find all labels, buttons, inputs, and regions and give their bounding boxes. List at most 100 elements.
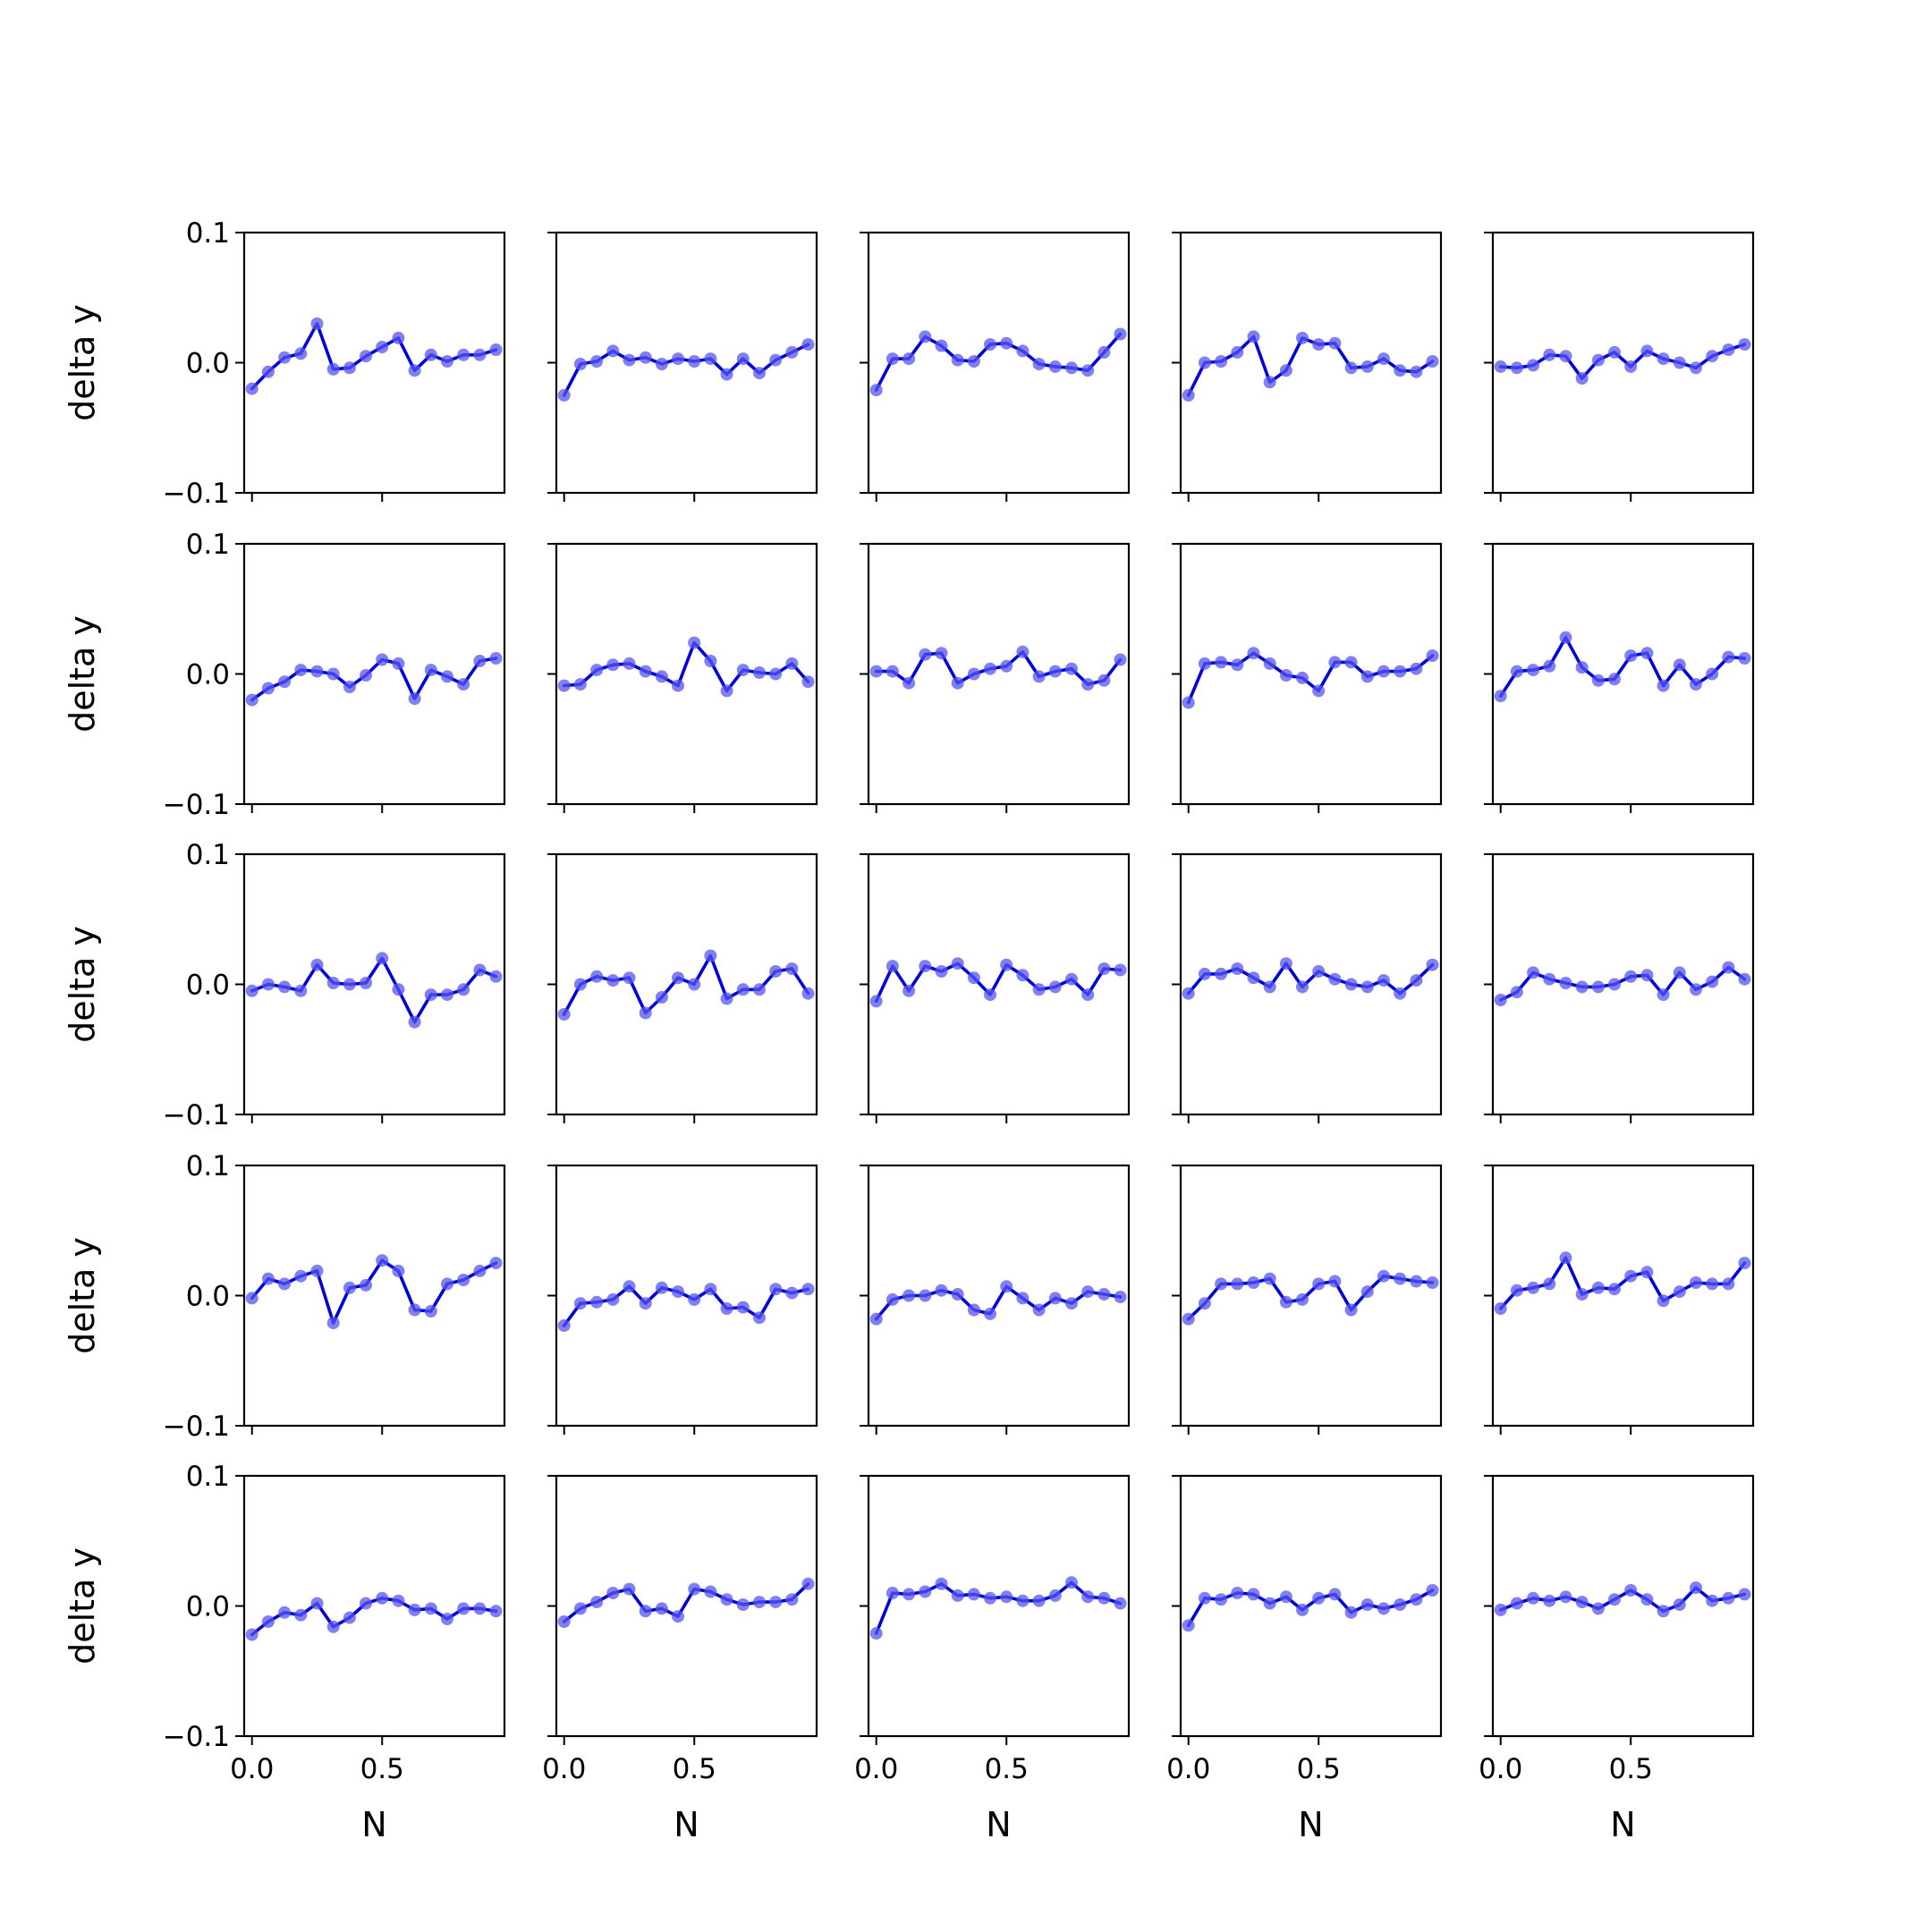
data-point <box>294 984 308 997</box>
data-point <box>376 653 389 666</box>
data-point <box>1591 353 1605 367</box>
data-point <box>1247 1588 1260 1601</box>
data-point <box>1097 1288 1111 1301</box>
data-point <box>606 1292 620 1306</box>
data-point <box>573 978 587 991</box>
data-point <box>753 367 766 380</box>
data-point <box>441 988 453 1002</box>
data-point <box>951 1589 964 1602</box>
data-point <box>935 965 948 978</box>
x-tick-label: 0.0 <box>230 1753 274 1785</box>
data-point <box>1640 969 1654 982</box>
data-point <box>1394 987 1407 1000</box>
data-point <box>261 978 275 991</box>
data-point <box>1296 671 1309 684</box>
data-point <box>886 1587 899 1599</box>
series-line <box>1186 1589 1435 1628</box>
data-point <box>473 1264 487 1277</box>
data-point <box>1591 1281 1605 1294</box>
data-point <box>278 351 292 364</box>
data-point <box>753 1596 766 1609</box>
data-point <box>343 681 356 693</box>
x-axis-label: N <box>1298 1805 1323 1844</box>
data-point <box>951 957 964 970</box>
data-point <box>1081 364 1095 377</box>
data-point <box>392 331 405 344</box>
data-point <box>360 1597 372 1610</box>
data-point <box>1065 1297 1078 1310</box>
subplot-r5-c5: 0.0 0.5 N <box>1479 1474 1755 1844</box>
data-point <box>1559 350 1572 363</box>
data-point <box>1722 1591 1735 1605</box>
data-point <box>1360 670 1374 683</box>
data-point <box>326 1317 340 1330</box>
data-point <box>473 1602 487 1615</box>
data-point <box>1032 670 1046 683</box>
data-point <box>245 984 258 997</box>
data-point <box>902 1289 916 1302</box>
data-point <box>1247 1276 1260 1289</box>
data-point <box>1510 1284 1523 1297</box>
data-point <box>1000 336 1013 350</box>
data-point <box>672 971 684 985</box>
data-point <box>1328 336 1342 350</box>
data-point <box>1410 365 1423 378</box>
data-point <box>1394 665 1407 678</box>
data-point <box>1114 1597 1127 1610</box>
data-point <box>408 1603 421 1616</box>
y-tick-label: 0.1 <box>186 1461 230 1493</box>
data-point <box>639 1006 652 1020</box>
data-point <box>1527 664 1540 677</box>
data-point <box>1738 1588 1751 1601</box>
data-point <box>1657 1294 1670 1308</box>
data-point <box>769 1283 783 1296</box>
data-point <box>1231 658 1244 672</box>
subplot-r3-c5 <box>1484 852 1755 1123</box>
data-point <box>1048 980 1062 994</box>
data-point <box>1575 1288 1589 1301</box>
data-point <box>590 355 604 368</box>
y-tick-label: 0.0 <box>186 1281 230 1313</box>
data-point <box>1738 972 1751 986</box>
series-line <box>1186 651 1435 705</box>
data-point <box>1032 1303 1046 1317</box>
x-tick-label: 0.0 <box>1479 1753 1522 1785</box>
data-point <box>1081 988 1095 1002</box>
data-point <box>294 347 308 360</box>
data-point <box>489 343 503 356</box>
x-tick-label: 0.0 <box>542 1753 586 1785</box>
data-point <box>1081 678 1095 691</box>
data-point <box>457 348 470 361</box>
data-point <box>1559 977 1572 989</box>
data-point <box>1360 1285 1374 1299</box>
data-point <box>785 345 799 359</box>
data-point <box>590 970 604 983</box>
data-point <box>1640 344 1654 358</box>
data-point <box>1360 980 1374 994</box>
data-point <box>1312 338 1326 352</box>
data-point <box>1510 361 1523 375</box>
y-tick-label: −0.1 <box>163 1411 230 1443</box>
data-point <box>736 664 750 677</box>
data-point <box>1247 330 1260 343</box>
data-point <box>639 351 652 364</box>
data-point <box>1494 1302 1507 1315</box>
data-point <box>376 1591 389 1605</box>
data-point <box>1032 983 1046 996</box>
data-point <box>1608 1283 1621 1296</box>
data-point <box>1657 352 1670 366</box>
data-point <box>1114 327 1127 341</box>
data-point <box>326 977 340 989</box>
data-point <box>1279 364 1292 377</box>
series-line <box>250 657 498 702</box>
data-point <box>623 657 636 670</box>
data-point <box>473 963 487 977</box>
data-point <box>1624 649 1638 663</box>
data-point <box>1624 970 1638 983</box>
x-tick-label: 0.5 <box>985 1753 1029 1785</box>
data-point <box>1624 1584 1638 1597</box>
x-tick-label: 0.5 <box>360 1753 404 1785</box>
data-point <box>623 1280 636 1293</box>
data-point <box>801 987 815 1000</box>
